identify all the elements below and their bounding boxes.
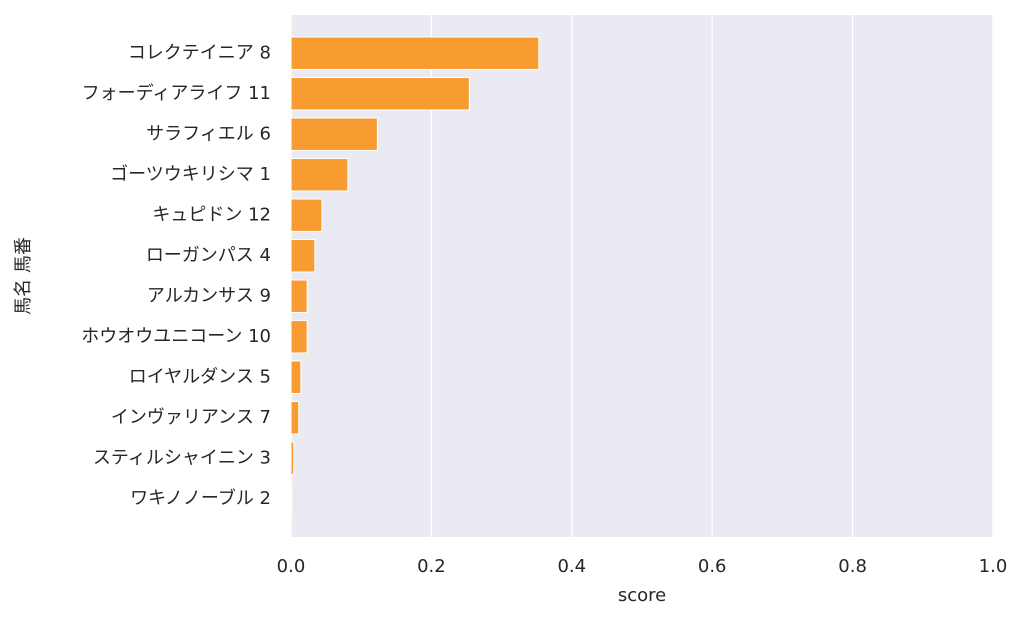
bar	[290, 36, 540, 70]
bar	[290, 482, 293, 516]
bar	[290, 441, 295, 475]
bar	[290, 77, 470, 111]
bar	[290, 198, 323, 232]
y-axis-label: 馬名 馬番	[13, 237, 34, 315]
bar	[290, 320, 308, 354]
x-tick-label: 0.2	[417, 556, 446, 577]
bar	[290, 117, 378, 151]
y-tick-label: サラフィエル 6	[146, 123, 271, 144]
x-tick-label: 0.0	[277, 556, 306, 577]
y-tick-label: インヴァリアンス 7	[111, 407, 271, 428]
y-tick-label: ワキノノーブル 2	[130, 487, 271, 509]
y-tick-label: キュピドン 12	[152, 204, 271, 225]
y-tick-label: ロイヤルダンス 5	[129, 366, 271, 387]
bar	[290, 239, 316, 273]
x-tick-label: 0.8	[838, 556, 867, 577]
y-tick-label: アルカンサス 9	[147, 285, 271, 306]
bar	[290, 401, 300, 435]
x-tick-label: 0.6	[698, 556, 727, 577]
x-tick-label: 0.4	[557, 556, 586, 577]
x-tick-label: 1.0	[979, 556, 1008, 577]
y-tick-label: スティルシャイニン 3	[93, 447, 271, 468]
y-tick-label: ゴーツウキリシマ 1	[110, 164, 271, 185]
bar	[290, 279, 308, 313]
y-tick-label: ローガンパス 4	[146, 245, 271, 266]
y-tick-label: ホウオウユニコーン 10	[81, 326, 271, 347]
bar	[290, 360, 302, 394]
y-tick-label: フォーディアライフ 11	[82, 83, 271, 104]
bar	[290, 158, 349, 192]
x-axis-label: score	[618, 585, 666, 606]
y-tick-label: コレクテイニア 8	[128, 42, 271, 63]
